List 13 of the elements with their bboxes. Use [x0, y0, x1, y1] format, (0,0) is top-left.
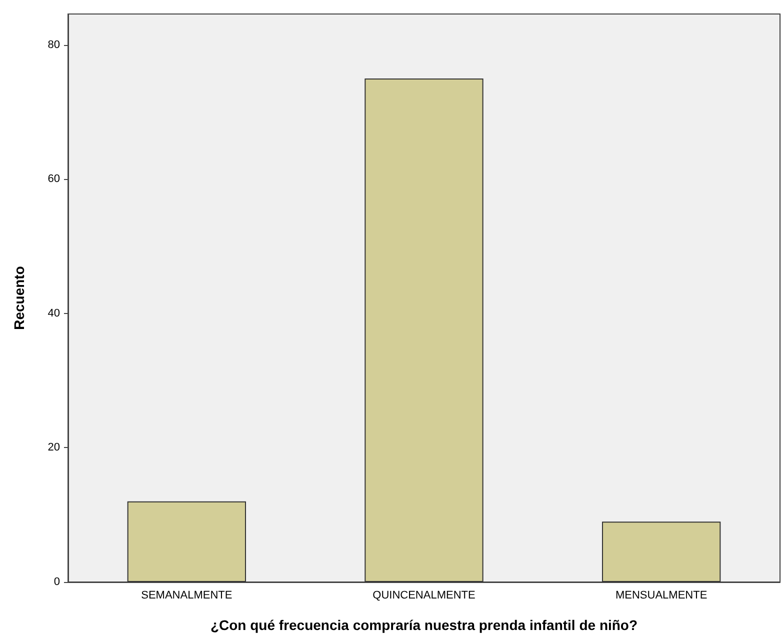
y-tick-label: 80 — [48, 38, 60, 51]
bar — [364, 78, 484, 582]
x-axis-title: ¿Con qué frecuencia compraría nuestra prenda infantil de niño? — [210, 617, 638, 633]
bar — [127, 501, 246, 582]
x-tick-label: QUINCENALMENTE — [372, 590, 476, 602]
y-tick-label: 60 — [48, 173, 60, 186]
x-tick-label: SEMANALMENTE — [141, 590, 232, 602]
bar — [602, 522, 721, 582]
y-tick-label: 20 — [48, 442, 60, 454]
y-tick-label: 0 — [54, 576, 60, 588]
x-tick-label: MENSUALMENTE — [615, 590, 708, 602]
y-tick-label: 40 — [48, 307, 60, 320]
y-axis-title: Recuento — [11, 266, 27, 330]
